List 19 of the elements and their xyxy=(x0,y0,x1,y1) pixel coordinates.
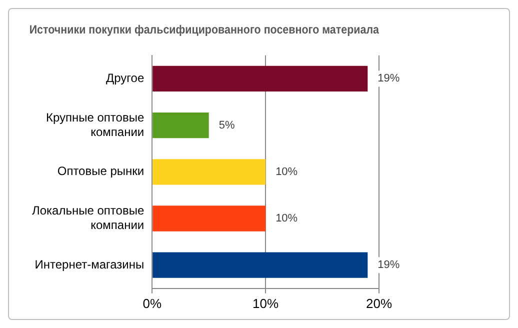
x-tick-label: 20% xyxy=(366,296,392,311)
y-tick-label: Локальные оптовые компании xyxy=(32,204,144,232)
data-label: 19% xyxy=(378,259,400,272)
data-label: 5% xyxy=(218,119,235,132)
data-label: 10% xyxy=(276,212,298,225)
bar xyxy=(152,66,368,92)
y-tick-label: Другое xyxy=(106,71,144,86)
bar xyxy=(152,252,368,278)
y-tick-label: Крупные оптовые компании xyxy=(46,110,144,139)
bar xyxy=(152,159,266,185)
x-tick-label: 0% xyxy=(142,296,162,311)
chart-title: Источники покупки фальсифицированного посевного материала xyxy=(29,24,380,37)
x-tick-label: 10% xyxy=(252,296,280,311)
bar xyxy=(152,206,266,232)
data-label: 10% xyxy=(276,166,298,178)
bar xyxy=(152,112,209,138)
y-tick-label: Оптовые рынки xyxy=(57,164,144,178)
data-label: 19% xyxy=(378,72,400,85)
y-tick-label: Интернет-магазины xyxy=(34,257,144,272)
